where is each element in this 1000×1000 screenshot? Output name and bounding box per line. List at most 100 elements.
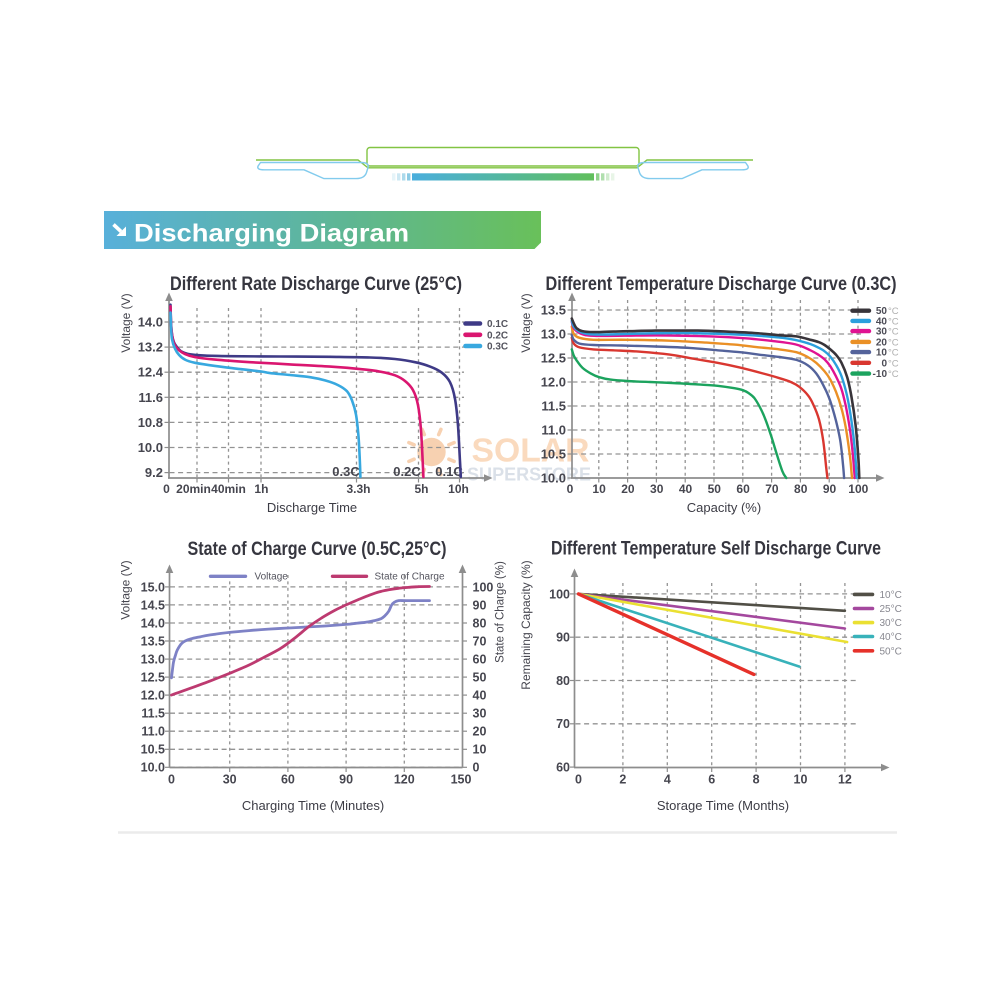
svg-text:Different Rate Discharge Curve: Different Rate Discharge Curve (25°C): [170, 273, 462, 295]
svg-text:12.4: 12.4: [138, 365, 164, 380]
svg-text:0.2C: 0.2C: [487, 330, 508, 341]
svg-text:15.0: 15.0: [141, 580, 165, 594]
svg-text:60: 60: [281, 773, 295, 787]
svg-text:100: 100: [473, 580, 494, 594]
svg-text:12.5: 12.5: [141, 671, 165, 685]
svg-text:°C: °C: [888, 337, 899, 348]
svg-text:10.0: 10.0: [141, 761, 165, 775]
svg-text:Voltage (V): Voltage (V): [119, 560, 133, 619]
svg-text:60: 60: [556, 761, 570, 775]
svg-text:Charging Time (Minutes): Charging Time (Minutes): [242, 798, 384, 813]
svg-text:12.0: 12.0: [141, 689, 165, 703]
svg-text:40: 40: [679, 482, 693, 496]
svg-text:0.1C: 0.1C: [487, 319, 508, 330]
svg-text:50: 50: [473, 671, 487, 685]
svg-text:90: 90: [556, 631, 570, 645]
svg-text:40min: 40min: [211, 482, 246, 496]
svg-text:30: 30: [650, 482, 664, 496]
svg-text:10: 10: [592, 482, 606, 496]
svg-text:40: 40: [876, 316, 888, 327]
svg-text:Capacity (%): Capacity (%): [687, 500, 761, 515]
svg-text:50: 50: [876, 306, 888, 317]
svg-text:150: 150: [451, 773, 472, 787]
svg-text:11.0: 11.0: [141, 725, 165, 739]
svg-text:10: 10: [876, 348, 888, 359]
svg-text:4: 4: [664, 773, 671, 787]
svg-text:Voltage: Voltage: [255, 572, 289, 583]
svg-text:30: 30: [223, 773, 237, 787]
svg-text:90: 90: [823, 482, 837, 496]
svg-text:°C: °C: [888, 358, 899, 369]
svg-text:90: 90: [473, 598, 487, 612]
svg-text:13.5: 13.5: [541, 303, 566, 318]
svg-text:30: 30: [473, 707, 487, 721]
svg-text:40: 40: [473, 689, 487, 703]
svg-text:0.3C: 0.3C: [332, 464, 360, 479]
svg-text:0: 0: [575, 773, 582, 787]
svg-text:12.0: 12.0: [541, 375, 566, 390]
svg-text:2: 2: [619, 773, 626, 787]
svg-text:12: 12: [838, 773, 852, 787]
svg-text:1h: 1h: [254, 482, 268, 496]
svg-text:6: 6: [708, 773, 715, 787]
svg-text:90: 90: [339, 773, 353, 787]
svg-text:11.5: 11.5: [141, 707, 165, 721]
svg-text:9.2: 9.2: [145, 465, 163, 480]
svg-text:SUPERSTORE: SUPERSTORE: [467, 465, 591, 485]
svg-text:60: 60: [736, 482, 750, 496]
svg-text:State of Charge Curve (0.5C,25: State of Charge Curve (0.5C,25°C): [188, 538, 447, 560]
svg-text:Voltage (V): Voltage (V): [119, 293, 133, 352]
svg-text:50: 50: [708, 482, 722, 496]
svg-text:8: 8: [753, 773, 760, 787]
svg-text:70: 70: [556, 717, 570, 731]
svg-text:12.5: 12.5: [541, 351, 566, 366]
svg-text:14.0: 14.0: [141, 616, 165, 630]
svg-text:30°C: 30°C: [880, 618, 902, 629]
svg-text:20min: 20min: [176, 482, 211, 496]
svg-text:25°C: 25°C: [880, 604, 902, 615]
svg-text:0: 0: [881, 358, 887, 369]
svg-text:20: 20: [876, 337, 888, 348]
svg-text:11.0: 11.0: [541, 423, 566, 438]
svg-text:11.5: 11.5: [541, 399, 566, 414]
svg-text:13.2: 13.2: [138, 340, 163, 355]
svg-text:State of Charge (%): State of Charge (%): [495, 561, 507, 663]
svg-text:°C: °C: [888, 327, 899, 338]
svg-text:Remaining Capacity (%): Remaining Capacity (%): [519, 560, 533, 689]
svg-text:80: 80: [794, 482, 808, 496]
svg-text:70: 70: [473, 634, 487, 648]
svg-text:80: 80: [473, 616, 487, 630]
svg-text:Different Temperature Discharg: Different Temperature Discharge Curve (0…: [546, 273, 897, 295]
svg-text:80: 80: [556, 674, 570, 688]
svg-text:13.0: 13.0: [541, 327, 566, 342]
svg-text:State of Charge: State of Charge: [375, 572, 445, 583]
svg-text:3.3h: 3.3h: [346, 482, 370, 496]
svg-text:120: 120: [394, 773, 415, 787]
svg-text:Storage Time (Months): Storage Time (Months): [657, 798, 789, 813]
svg-text:Voltage (V): Voltage (V): [519, 293, 533, 352]
svg-text:0.1C: 0.1C: [435, 464, 463, 479]
svg-text:14.5: 14.5: [141, 598, 165, 612]
svg-text:0: 0: [473, 761, 480, 775]
svg-text:10.5: 10.5: [141, 743, 165, 757]
svg-text:°C: °C: [888, 306, 899, 317]
svg-text:11.6: 11.6: [138, 390, 163, 405]
svg-text:0: 0: [163, 482, 170, 496]
svg-text:10.8: 10.8: [138, 415, 163, 430]
svg-text:°C: °C: [888, 316, 899, 327]
svg-text:0: 0: [567, 482, 574, 496]
svg-text:5h: 5h: [414, 482, 428, 496]
svg-text:°C: °C: [888, 348, 899, 359]
svg-text:-10: -10: [873, 369, 888, 380]
svg-text:13.0: 13.0: [141, 652, 165, 666]
svg-text:13.5: 13.5: [141, 634, 165, 648]
svg-text:10°C: 10°C: [880, 590, 902, 601]
svg-text:Discharge Time: Discharge Time: [267, 500, 357, 515]
svg-text:50°C: 50°C: [880, 646, 902, 657]
svg-text:20: 20: [621, 482, 635, 496]
svg-text:100: 100: [848, 482, 868, 496]
svg-text:60: 60: [473, 652, 487, 666]
svg-text:°C: °C: [888, 369, 899, 380]
svg-text:100: 100: [549, 587, 570, 601]
svg-text:10.0: 10.0: [138, 440, 163, 455]
